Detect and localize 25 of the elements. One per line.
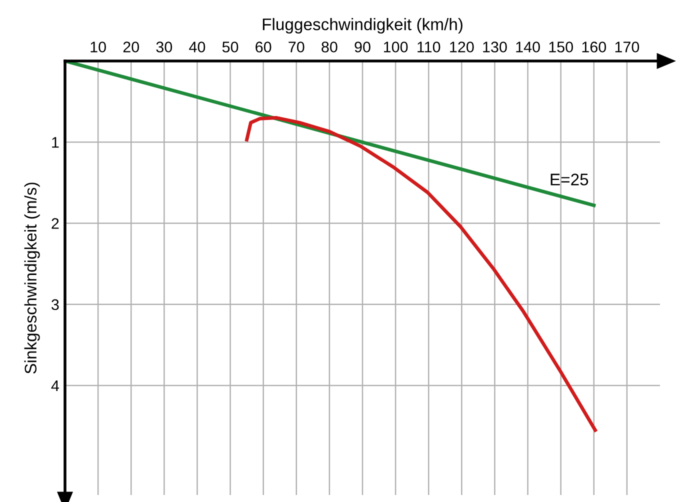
x-tick-label: 60 bbox=[256, 42, 272, 52]
y-axis-title: Sinkgeschwindigkeit (m/s) bbox=[24, 182, 40, 374]
series-label: E=25 bbox=[550, 174, 588, 186]
x-tick-label: 150 bbox=[549, 42, 573, 52]
x-tick-label: 100 bbox=[384, 42, 408, 52]
x-tick-label: 130 bbox=[483, 42, 507, 52]
x-tick-label: 20 bbox=[123, 42, 140, 52]
x-tick-label: 170 bbox=[615, 42, 640, 52]
x-tick-label: 90 bbox=[354, 42, 370, 52]
x-tick-label: 10 bbox=[90, 42, 106, 52]
x-tick-label: 120 bbox=[450, 42, 474, 52]
y-tick-label: 3 bbox=[52, 299, 59, 310]
y-tick-label: 2 bbox=[52, 218, 59, 229]
x-tick-label: 30 bbox=[156, 42, 172, 52]
y-tick-label: 1 bbox=[52, 137, 59, 148]
x-tick-label: 160 bbox=[582, 42, 606, 52]
line-series bbox=[245, 116, 597, 432]
x-axis-title: Fluggeschwindigkeit (km/h) bbox=[262, 18, 462, 34]
x-tick-label: 70 bbox=[288, 42, 304, 52]
y-tick-label: 4 bbox=[51, 380, 59, 392]
x-tick-label: 50 bbox=[222, 42, 238, 52]
x-tick-label: 40 bbox=[189, 42, 206, 52]
x-tick-label: 110 bbox=[418, 42, 440, 52]
x-tick-label: 80 bbox=[322, 42, 338, 52]
x-tick-label: 140 bbox=[516, 42, 540, 52]
